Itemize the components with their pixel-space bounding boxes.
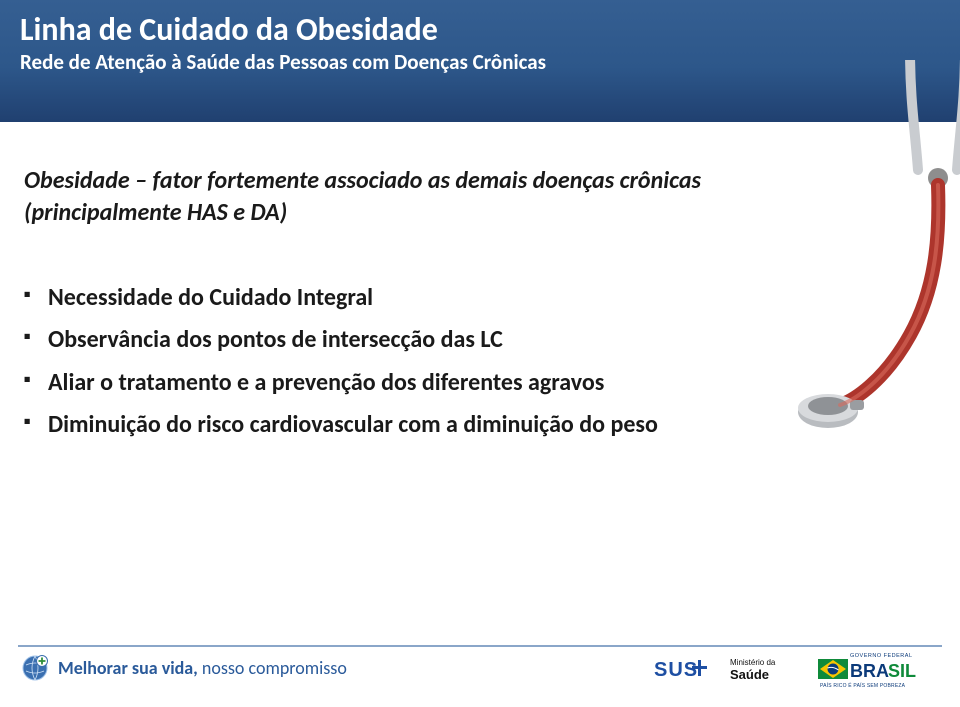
slide-title: Linha de Cuidado da Obesidade [20, 12, 934, 47]
footer-divider [18, 645, 942, 647]
brasil-logo: GOVERNO FEDERAL BRA SIL PAÍS RICO É PAÍS… [818, 649, 938, 689]
svg-text:SIL: SIL [888, 661, 916, 681]
slide: Linha de Cuidado da Obesidade Rede de At… [0, 0, 960, 707]
svg-text:BRA: BRA [850, 661, 889, 681]
footer: Melhorar sua vida, nosso compromisso SUS… [0, 645, 960, 691]
list-item: Necessidade do Cuidado Integral [24, 282, 900, 314]
svg-text:GOVERNO FEDERAL: GOVERNO FEDERAL [850, 653, 913, 659]
ministerio-saude-logo: Ministério da Saúde [730, 653, 800, 685]
sus-logo: SUS [654, 654, 712, 684]
footer-slogan-bold: Melhorar sua vida, [58, 657, 198, 679]
footer-logos: SUS Ministério da Saúde GOVERNO FEDERAL [654, 649, 938, 689]
globe-plus-icon [22, 655, 48, 681]
footer-slogan: Melhorar sua vida, nosso compromisso [58, 657, 347, 679]
header-band: Linha de Cuidado da Obesidade Rede de At… [0, 0, 960, 122]
bullet-list: Necessidade do Cuidado Integral Observân… [24, 282, 900, 442]
svg-text:PAÍS RICO É PAÍS SEM POBREZA: PAÍS RICO É PAÍS SEM POBREZA [820, 682, 906, 689]
footer-slogan-light: nosso compromisso [198, 657, 347, 679]
lead-paragraph: Obesidade – fator fortemente associado a… [24, 165, 804, 230]
svg-text:Ministério da: Ministério da [730, 658, 776, 667]
content-area: Obesidade – fator fortemente associado a… [24, 165, 900, 451]
list-item: Observância dos pontos de intersecção da… [24, 324, 900, 356]
footer-left: Melhorar sua vida, nosso compromisso [22, 655, 347, 681]
slide-subtitle: Rede de Atenção à Saúde das Pessoas com … [20, 49, 934, 75]
svg-text:Saúde: Saúde [730, 667, 769, 682]
sus-logo-text: SUS [654, 659, 698, 681]
list-item: Diminuição do risco cardiovascular com a… [24, 409, 900, 441]
list-item: Aliar o tratamento e a prevenção dos dif… [24, 367, 900, 399]
